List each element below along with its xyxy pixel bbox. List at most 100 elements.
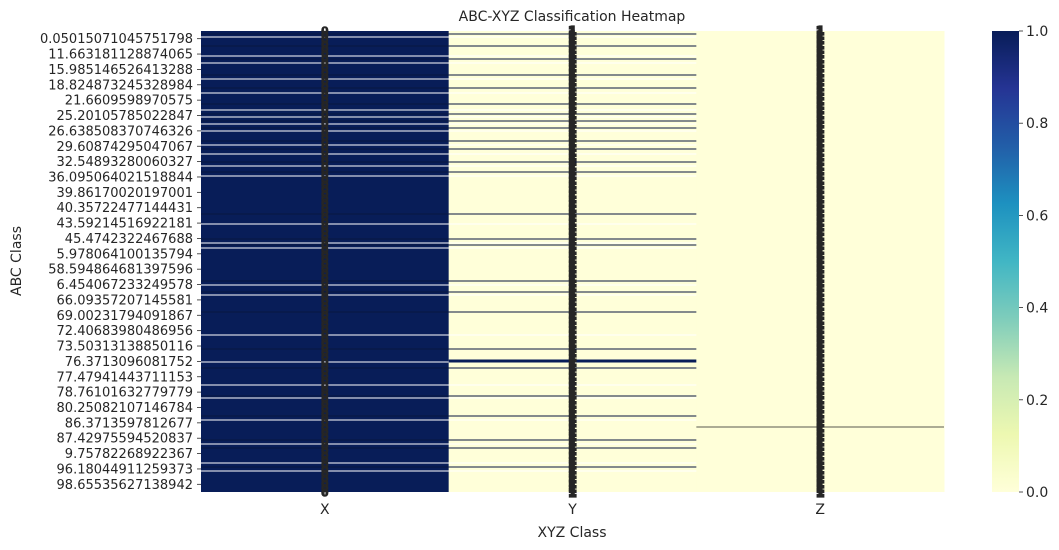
cell-annotation: 0 bbox=[321, 435, 329, 448]
cell-annotation: 0 bbox=[321, 412, 329, 425]
cell-annotation: 0 bbox=[321, 309, 329, 322]
cell-annotation: 1 bbox=[569, 160, 577, 173]
cell-annotation: 0 bbox=[321, 351, 329, 364]
colorbar-ticks: 0.0 0.2 0.4 0.6 0.8 1.0 bbox=[1019, 24, 1048, 501]
cell-annotation: 0 bbox=[321, 454, 329, 467]
cell-annotation: 0 bbox=[321, 90, 329, 103]
cell-annotation: 1 bbox=[816, 127, 824, 140]
y-tick-label: 72.40683980486956 bbox=[57, 324, 193, 339]
cell-annotation: 1 bbox=[569, 454, 577, 467]
cell-annotation: 1 bbox=[569, 361, 577, 374]
y-tick-label: 45.4742322467688 bbox=[65, 232, 193, 247]
cell-annotations: 0000000000000000000000000000000000000000… bbox=[321, 23, 825, 501]
cell-annotation: 1 bbox=[816, 90, 824, 103]
cell-annotation: 1 bbox=[569, 183, 577, 196]
cell-annotation: 1 bbox=[569, 76, 577, 89]
cell-annotation: 0 bbox=[321, 29, 329, 42]
cell-annotation: 1 bbox=[816, 459, 824, 472]
cell-annotation: 1 bbox=[816, 160, 824, 173]
cell-annotation: 1 bbox=[816, 463, 824, 476]
cell-annotation: 1 bbox=[816, 379, 824, 392]
cell-annotation: 0 bbox=[321, 62, 329, 75]
cell-annotation: 1 bbox=[816, 174, 824, 187]
cell-annotation: 1 bbox=[569, 248, 577, 261]
cell-annotation: 0 bbox=[321, 463, 329, 476]
cell-annotation: 0 bbox=[321, 99, 329, 112]
cell-annotation: 1 bbox=[816, 244, 824, 257]
cell-annotation: 1 bbox=[569, 351, 577, 364]
cell-annotation: 1 bbox=[816, 277, 824, 290]
cell-annotation: 1 bbox=[816, 216, 824, 229]
cell-annotation: 0 bbox=[321, 384, 329, 397]
cell-annotation: 1 bbox=[569, 375, 577, 388]
x-tick-labels: X Y Z bbox=[320, 492, 825, 518]
cell-annotation: 1 bbox=[816, 197, 824, 210]
cell-annotation: 0 bbox=[321, 183, 329, 196]
cell-annotation: 1 bbox=[816, 155, 824, 168]
cell-annotation: 1 bbox=[569, 155, 577, 168]
cell-annotation: 1 bbox=[816, 258, 824, 271]
cell-annotation: 1 bbox=[569, 389, 577, 402]
y-tick-label: 5.978064100135794 bbox=[57, 247, 193, 262]
cell-annotation: 1 bbox=[569, 197, 577, 210]
cell-annotation: 1 bbox=[569, 169, 577, 182]
cell-annotation: 0 bbox=[321, 155, 329, 168]
cell-annotation: 1 bbox=[569, 150, 577, 163]
y-tick-label: 87.42975594520837 bbox=[57, 432, 193, 447]
cell-annotation: 1 bbox=[816, 80, 824, 93]
cell-annotation: 0 bbox=[321, 85, 329, 98]
cell-annotation: 0 bbox=[321, 43, 329, 56]
cell-annotation: 1 bbox=[816, 248, 824, 261]
cell-annotation: 1 bbox=[816, 206, 824, 219]
cell-annotation: 0 bbox=[321, 375, 329, 388]
y-tick-label: 73.50313138850116 bbox=[57, 340, 193, 355]
cell-annotation: 1 bbox=[816, 29, 824, 42]
cell-annotation: 0 bbox=[321, 253, 329, 266]
cell-annotation: 1 bbox=[569, 244, 577, 257]
cell-annotation: 1 bbox=[816, 300, 824, 313]
cell-annotation: 1 bbox=[569, 435, 577, 448]
cell-annotation: 0 bbox=[321, 449, 329, 462]
cell-annotation: 1 bbox=[816, 440, 824, 453]
y-tick-label: 39.86170020197001 bbox=[57, 186, 193, 201]
cell-annotation: 1 bbox=[569, 426, 577, 439]
cell-annotation: 1 bbox=[569, 136, 577, 149]
cell-annotation: 0 bbox=[321, 24, 329, 37]
cell-annotation: 1 bbox=[816, 426, 824, 439]
y-tick-label: 32.54893280060327 bbox=[57, 155, 193, 170]
cell-annotation: 0 bbox=[321, 136, 329, 149]
cell-annotation: 1 bbox=[569, 127, 577, 140]
cell-annotation: 0 bbox=[321, 342, 329, 355]
cell-annotation: 1 bbox=[569, 108, 577, 121]
cell-annotation: 1 bbox=[816, 445, 824, 458]
cell-annotation: 0 bbox=[321, 417, 329, 430]
y-tick-label: 98.65535627138942 bbox=[57, 478, 193, 493]
cell-annotation: 0 bbox=[321, 407, 329, 420]
cell-annotation: 0 bbox=[321, 239, 329, 252]
cell-annotation: 1 bbox=[816, 178, 824, 191]
cell-annotation: 0 bbox=[321, 52, 329, 65]
cell-annotation: 0 bbox=[321, 188, 329, 201]
cell-annotation: 0 bbox=[321, 38, 329, 51]
cell-annotation: 1 bbox=[569, 48, 577, 61]
cell-annotation: 1 bbox=[816, 384, 824, 397]
cell-annotation: 0 bbox=[321, 370, 329, 383]
colorbar-tick-label: 0.4 bbox=[1026, 301, 1048, 317]
cell-annotation: 1 bbox=[816, 66, 824, 79]
cell-annotation: 1 bbox=[569, 300, 577, 313]
cell-annotation: 1 bbox=[816, 323, 824, 336]
cell-annotation: 0 bbox=[321, 319, 329, 332]
cell-annotation: 1 bbox=[816, 407, 824, 420]
cell-annotation: 0 bbox=[321, 445, 329, 458]
cell-annotation: 1 bbox=[569, 94, 577, 107]
cell-annotation: 1 bbox=[816, 94, 824, 107]
cell-annotation: 1 bbox=[816, 309, 824, 322]
cell-annotation: 1 bbox=[569, 295, 577, 308]
cell-annotation: 1 bbox=[816, 141, 824, 154]
cell-annotation: 1 bbox=[569, 393, 577, 406]
cell-annotation: 0 bbox=[321, 347, 329, 360]
cell-annotation: 1 bbox=[569, 90, 577, 103]
cell-annotation: 0 bbox=[321, 426, 329, 439]
heatmap-cell-z bbox=[696, 31, 945, 492]
